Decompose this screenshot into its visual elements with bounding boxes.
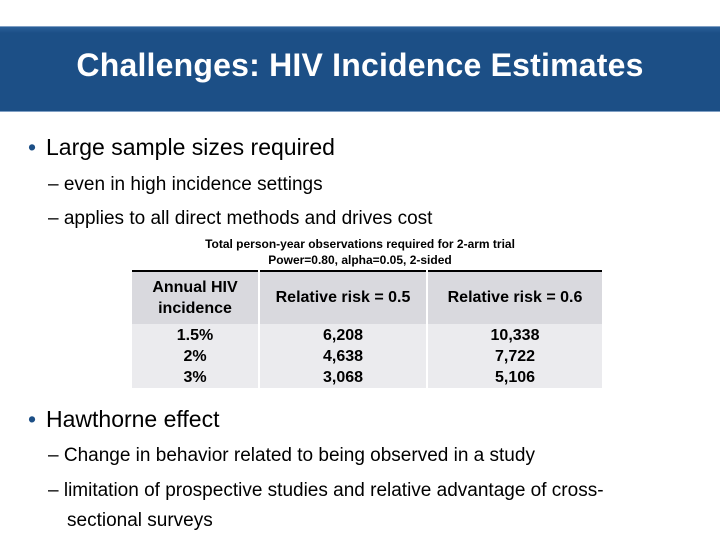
header-incidence-label: Annual HIV incidence	[152, 279, 238, 317]
sub-bullet-prospective-limitation: – limitation of prospective studies and …	[48, 480, 604, 501]
table-cell: 2%	[183, 347, 207, 365]
sub-bullet-high-incidence: – even in high incidence settings	[48, 174, 323, 195]
bullet-marker: •	[28, 134, 37, 160]
table-cell: 4,638	[322, 347, 364, 365]
table-header-row: Annual HIV incidence Relative risk = 0.5…	[132, 271, 604, 324]
bullet-hawthorne: • Hawthorne effect	[28, 406, 219, 433]
table-body-row: 1.5% 2% 3% 6,208 4,638 3,068 10,338 7,72…	[132, 324, 604, 388]
sub-bullet-direct-methods: – applies to all direct methods and driv…	[48, 208, 433, 229]
header-rr-06: Relative risk = 0.6	[427, 271, 604, 324]
table-cell: 10,338	[490, 326, 540, 344]
table-caption-line1: Total person-year observations required …	[205, 237, 515, 251]
bullet-text: Hawthorne effect	[46, 406, 220, 432]
sample-size-table: Annual HIV incidence Relative risk = 0.5…	[132, 270, 604, 388]
table-cell: 1.5%	[176, 326, 214, 344]
title-banner: Challenges: HIV Incidence Estimates	[0, 26, 720, 112]
bullet-large-sample: • Large sample sizes required	[28, 134, 335, 161]
rr-06-values: 10,338 7,722 5,106	[427, 324, 604, 388]
rr-05-values: 6,208 4,638 3,068	[259, 324, 428, 388]
bullet-text: Large sample sizes required	[46, 134, 335, 160]
table-cell: 3%	[183, 368, 207, 386]
incidence-values: 1.5% 2% 3%	[132, 324, 260, 388]
sub-bullet-prospective-limitation-cont: sectional surveys	[67, 510, 213, 531]
table-cell: 3,068	[322, 368, 364, 386]
bullet-marker: •	[28, 406, 37, 432]
table-cell: 6,208	[322, 326, 364, 344]
table-cell: 7,722	[494, 347, 536, 365]
slide-title: Challenges: HIV Incidence Estimates	[76, 47, 644, 83]
table-cell: 5,106	[494, 368, 536, 386]
table-caption-line2: Power=0.80, alpha=0.05, 2-sided	[268, 253, 452, 267]
table-caption: Total person-year observations required …	[160, 236, 560, 268]
header-incidence: Annual HIV incidence	[132, 271, 260, 324]
sub-bullet-behavior-change: – Change in behavior related to being ob…	[48, 445, 535, 466]
header-rr-05: Relative risk = 0.5	[259, 271, 428, 324]
